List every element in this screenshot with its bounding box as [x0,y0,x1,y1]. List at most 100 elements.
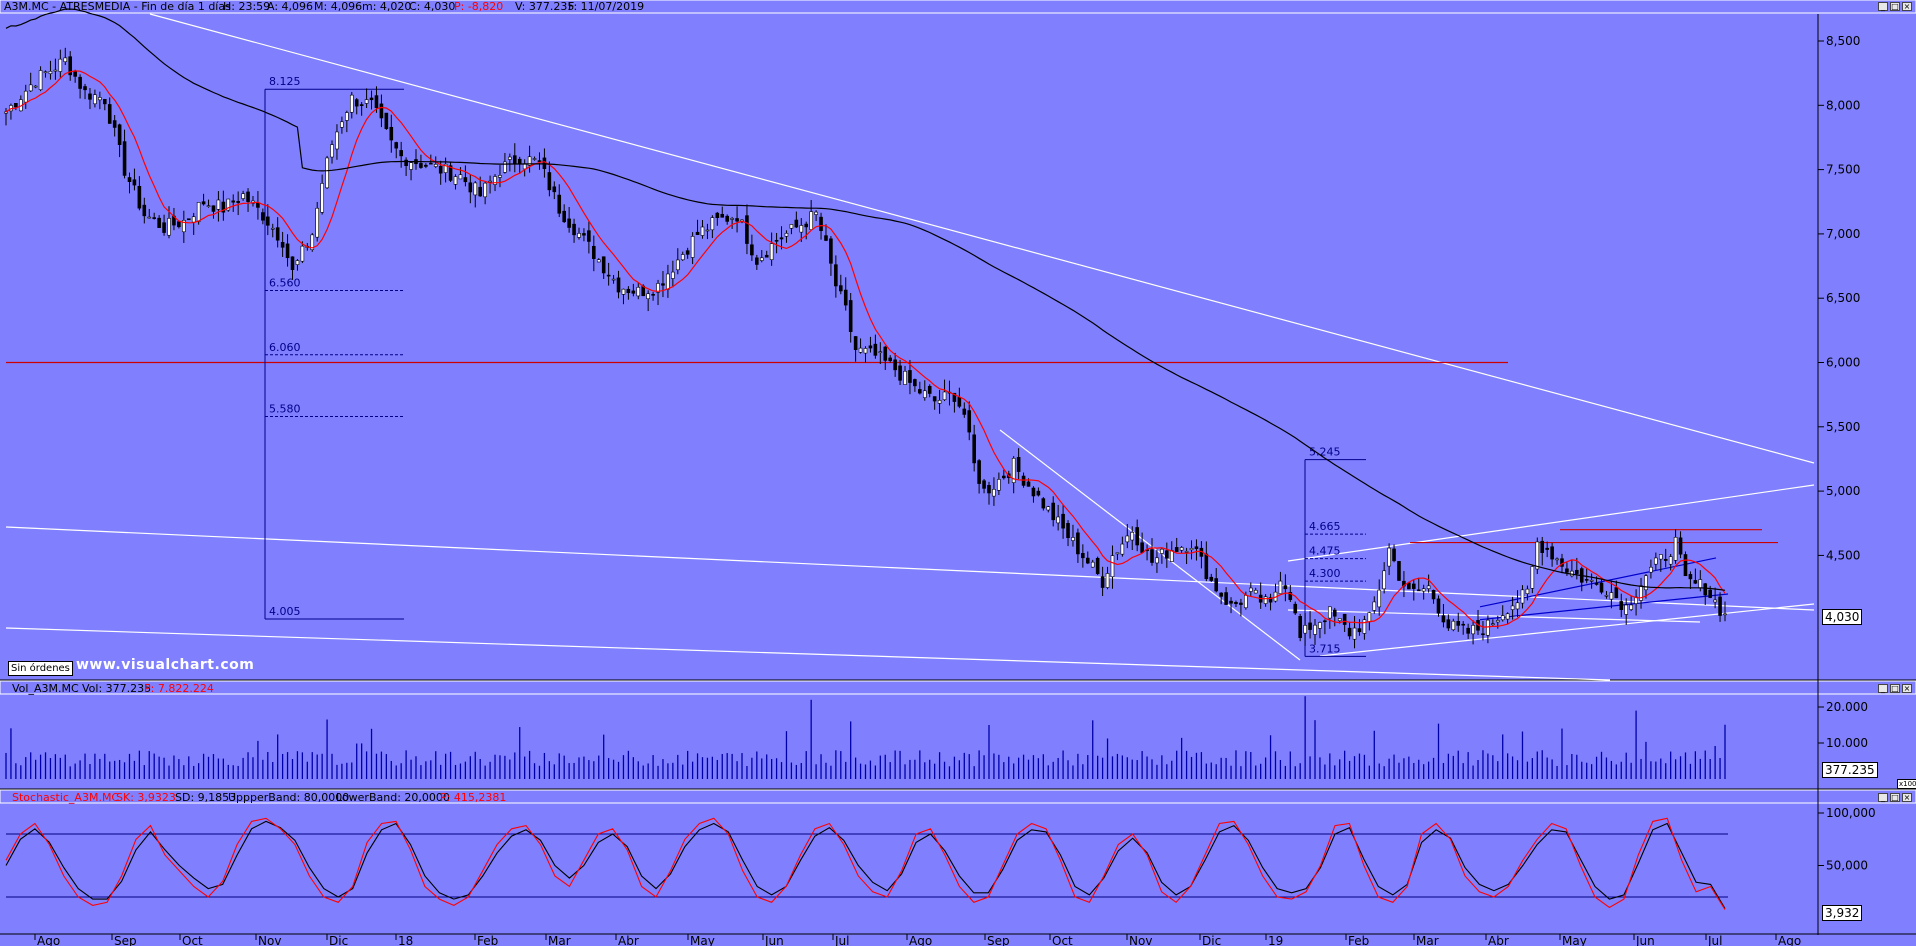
candle-body [1658,554,1663,560]
candle-body [1560,558,1564,567]
candle-body [582,233,586,236]
candle-body [547,172,552,191]
candle-body [117,124,122,145]
candle-body [962,408,967,415]
candle-body [335,131,339,150]
stoch-maximize-button[interactable]: □ [1890,793,1900,802]
candle-body [587,230,591,242]
maximize-button[interactable]: □ [1890,2,1900,11]
candle-body [88,93,92,100]
candle-body [359,104,364,106]
candle-body [1120,543,1125,555]
stoch-tick-label: 50,000 [1826,859,1868,873]
vol-tick-label: 10.000 [1826,736,1868,750]
candle-body [1668,556,1673,565]
candle-body [1263,596,1268,604]
candle-body [349,94,354,113]
close-button[interactable]: × [1902,2,1912,11]
vol-maximize-button[interactable]: □ [1890,684,1900,693]
candle-body [804,223,809,228]
candle-body [93,94,97,105]
candle-body [1713,599,1717,603]
time-tick-label: Jul [834,934,849,946]
vol-minimize-button[interactable]: _ [1878,684,1888,693]
candle-body [1051,502,1056,521]
candle-body [1081,553,1085,559]
candle-body [512,155,517,164]
fib-left-level-label: 6.060 [269,341,301,354]
candle-body [1426,585,1431,589]
candle-body [918,389,922,394]
time-tick-label: Jun [1635,934,1655,946]
candle-body [1708,589,1712,598]
candle-body [592,245,596,259]
candle-body [186,218,191,221]
candle-body [1165,550,1169,559]
time-tick-label: Oct [182,934,203,946]
candle-body [977,460,981,484]
candle-body [1594,583,1599,585]
candle-body [503,161,507,173]
candle-body [839,285,843,292]
time-tick-label: Nov [258,934,281,946]
candle-body [1021,475,1026,486]
stoch-minimize-button[interactable]: _ [1878,793,1888,802]
candle-body [1026,481,1031,487]
candle-body [463,177,468,183]
candle-body [794,219,799,228]
candle-body [730,218,734,220]
price-tick-label: 7,500 [1826,163,1860,177]
candle-body [799,225,804,233]
vol-scale-tag: x100 [1897,779,1916,789]
candle-body [1125,535,1130,543]
candle-body [1046,506,1051,511]
time-tick-label: Nov [1129,934,1152,946]
candle-body [1461,623,1465,626]
header-c: C: 4,030 [409,0,455,13]
price-header-bar [0,0,1916,14]
candle-body [908,370,912,383]
stoch-close-button[interactable]: × [1902,793,1912,802]
candle-body [937,400,942,404]
price-tick-label: 6,000 [1826,356,1860,370]
candle-body [690,236,695,258]
candle-body [142,204,147,217]
candle-body [78,76,82,89]
candle-body [527,156,532,166]
time-tick-label: May [690,934,715,946]
vol-close-button[interactable]: × [1902,684,1912,693]
candle-body [1244,594,1248,609]
minimize-button[interactable]: _ [1878,2,1888,11]
candle-body [162,222,166,233]
candle-body [1179,547,1184,551]
candle-body [517,158,522,165]
candle-body [1510,605,1515,610]
candle-body [315,207,319,238]
candle-body [745,215,749,244]
candle-body [1036,490,1041,496]
candle-body [310,234,315,250]
candle-body [1016,457,1021,472]
candle-body [1110,555,1115,578]
candle-body [557,194,562,214]
candle-body [1520,589,1525,604]
candle-body [893,359,897,371]
candle-body [671,271,675,279]
candle-body [972,434,976,464]
candle-body [1466,627,1470,634]
candle-body [1654,557,1658,565]
stoch-header-bar [0,789,1916,804]
candle-body [1471,625,1475,635]
candle-body [424,164,428,167]
candle-body [1352,627,1357,640]
candle-body [354,99,359,107]
stoch-sk-line [5,817,1726,910]
candle-body [1234,601,1238,605]
candle-body [364,99,369,104]
candle-body [14,103,18,108]
candle-body [211,205,216,212]
candle-body [868,345,873,349]
sin-ordenes-button[interactable]: Sin órdenes [8,661,73,676]
candle-body [661,283,665,286]
